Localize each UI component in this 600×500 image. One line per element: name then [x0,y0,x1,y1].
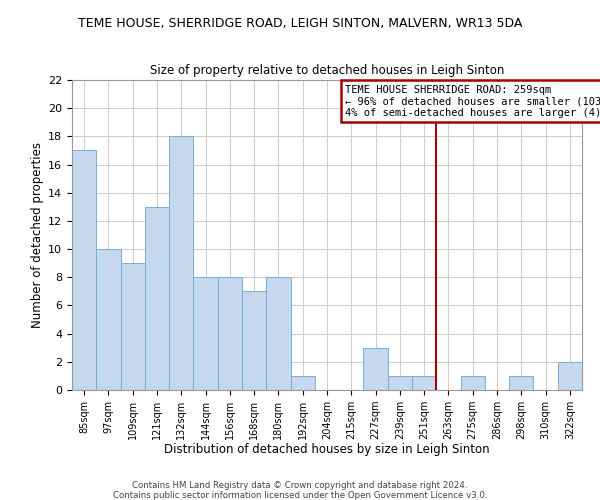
Bar [96,249,121,390]
Bar [461,376,485,390]
Bar [121,263,145,390]
Bar [72,150,96,390]
Bar [412,376,436,390]
Y-axis label: Number of detached properties: Number of detached properties [31,142,44,328]
Bar [558,362,582,390]
Bar [145,207,169,390]
Text: TEME HOUSE SHERRIDGE ROAD: 259sqm
← 96% of detached houses are smaller (103)
4% : TEME HOUSE SHERRIDGE ROAD: 259sqm ← 96% … [345,84,600,118]
Bar [169,136,193,390]
Text: Contains public sector information licensed under the Open Government Licence v3: Contains public sector information licen… [113,491,487,500]
Bar [266,278,290,390]
X-axis label: Distribution of detached houses by size in Leigh Sinton: Distribution of detached houses by size … [164,444,490,456]
Bar [290,376,315,390]
Title: Size of property relative to detached houses in Leigh Sinton: Size of property relative to detached ho… [150,64,504,78]
Text: Contains HM Land Registry data © Crown copyright and database right 2024.: Contains HM Land Registry data © Crown c… [132,481,468,490]
Bar [242,292,266,390]
Bar [218,278,242,390]
Bar [388,376,412,390]
Text: TEME HOUSE, SHERRIDGE ROAD, LEIGH SINTON, MALVERN, WR13 5DA: TEME HOUSE, SHERRIDGE ROAD, LEIGH SINTON… [78,18,522,30]
Bar [509,376,533,390]
Bar [193,278,218,390]
Bar [364,348,388,390]
